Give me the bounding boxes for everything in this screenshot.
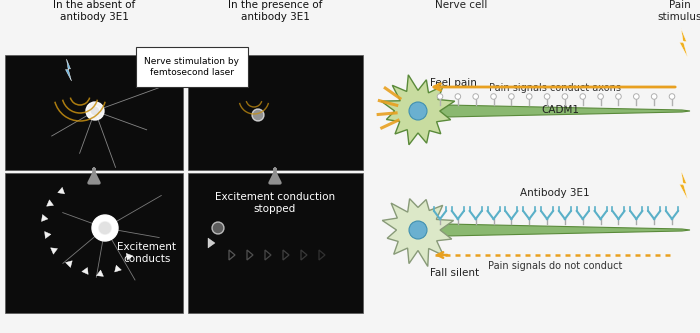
Polygon shape	[45, 231, 51, 238]
FancyBboxPatch shape	[136, 47, 248, 87]
Bar	[5, 173, 183, 313]
Polygon shape	[423, 105, 690, 118]
Text: Excitement
conducts: Excitement conducts	[118, 242, 176, 264]
Polygon shape	[47, 200, 53, 206]
Circle shape	[252, 109, 264, 121]
Polygon shape	[381, 75, 455, 145]
Circle shape	[580, 94, 586, 99]
Text: In the presence of
antibody 3E1: In the presence of antibody 3E1	[228, 0, 322, 22]
Circle shape	[98, 221, 112, 235]
Bar	[188, 55, 363, 170]
Polygon shape	[41, 214, 48, 221]
Circle shape	[598, 94, 603, 99]
Text: Pain
stimulus: Pain stimulus	[658, 0, 700, 22]
Text: Feel pain: Feel pain	[430, 78, 477, 88]
Polygon shape	[423, 223, 690, 236]
Text: Pain signals conduct axons: Pain signals conduct axons	[489, 83, 621, 93]
Circle shape	[526, 94, 532, 99]
Text: Excitement conduction
stopped: Excitement conduction stopped	[215, 192, 335, 214]
Polygon shape	[382, 199, 454, 266]
Polygon shape	[97, 270, 104, 276]
Circle shape	[409, 221, 427, 239]
Polygon shape	[680, 28, 688, 58]
Text: Nerve cell: Nerve cell	[435, 0, 487, 10]
Text: Fall silent: Fall silent	[430, 268, 479, 278]
Circle shape	[409, 102, 427, 120]
Circle shape	[438, 94, 443, 99]
Circle shape	[212, 222, 224, 234]
Polygon shape	[680, 170, 688, 200]
Polygon shape	[50, 248, 57, 254]
Circle shape	[562, 94, 568, 99]
Circle shape	[652, 94, 657, 99]
Circle shape	[669, 94, 675, 99]
Circle shape	[509, 94, 514, 99]
Circle shape	[90, 106, 100, 116]
Circle shape	[92, 215, 118, 241]
Text: Nerve stimulation by
femtosecond laser: Nerve stimulation by femtosecond laser	[144, 57, 239, 77]
Circle shape	[455, 94, 461, 99]
Circle shape	[473, 94, 479, 99]
Text: Pain signals do not conduct: Pain signals do not conduct	[488, 261, 622, 271]
Polygon shape	[82, 267, 88, 274]
Polygon shape	[57, 187, 64, 194]
Circle shape	[616, 94, 622, 99]
Circle shape	[634, 94, 639, 99]
Polygon shape	[66, 261, 72, 267]
Bar	[5, 55, 183, 170]
Polygon shape	[239, 65, 245, 85]
Circle shape	[491, 94, 496, 99]
Polygon shape	[66, 59, 71, 81]
Circle shape	[86, 102, 104, 120]
Text: CADM1: CADM1	[541, 105, 579, 115]
Text: Antibody 3E1: Antibody 3E1	[520, 188, 590, 198]
Circle shape	[545, 94, 550, 99]
Bar	[188, 173, 363, 313]
Text: In the absent of
antibody 3E1: In the absent of antibody 3E1	[53, 0, 135, 22]
Polygon shape	[126, 253, 133, 260]
Polygon shape	[208, 238, 215, 248]
Polygon shape	[115, 265, 121, 272]
